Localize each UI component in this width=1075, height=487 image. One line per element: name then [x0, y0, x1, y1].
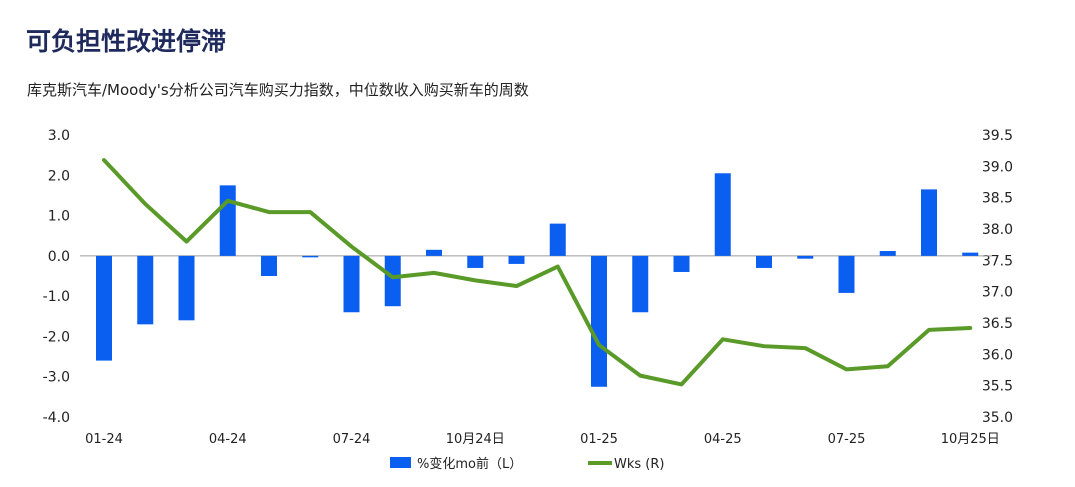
- line-series-wks: [102, 158, 973, 387]
- left-tick-label: -1.0: [43, 289, 70, 305]
- x-tick-label: 07-25: [828, 432, 866, 447]
- left-tick-label: 3.0: [48, 128, 70, 144]
- x-axis-ticks: 01-24 04-24 07-24 10月24日 01-25 04-25 07-25 10月2…: [85, 432, 1000, 447]
- left-tick-label: -4.0: [43, 410, 70, 426]
- right-tick-label: 36.0: [982, 347, 1013, 363]
- right-axis-ticks: 39.5 39.0 38.5 38.0 37.5 37.0 36.5 36.0 35.5 35.0: [982, 128, 1013, 426]
- bar: [632, 255, 649, 313]
- right-tick-label: 35.5: [982, 379, 1013, 395]
- bar: [426, 249, 442, 256]
- right-tick-label: 36.5: [982, 316, 1013, 332]
- bar-series: [96, 173, 979, 387]
- chart-subtitle: 库克斯汽车/Moody's分析公司汽车购买力指数，中位数收入购买新车的周数: [27, 81, 529, 99]
- right-tick-label: 35.0: [982, 410, 1013, 426]
- bar: [467, 255, 484, 268]
- bar: [384, 255, 401, 307]
- bar: [879, 251, 896, 256]
- x-tick-label: 10月25日: [941, 432, 1000, 447]
- left-axis-ticks: 3.0 2.0 1.0 0.0 -1.0 -2.0 -3.0 -4.0: [43, 128, 70, 426]
- bar: [714, 173, 731, 256]
- right-tick-label: 37.5: [982, 253, 1013, 269]
- bar: [797, 255, 814, 259]
- x-tick-label: 01-25: [580, 432, 618, 447]
- legend-bar-swatch: [390, 457, 411, 468]
- left-tick-label: -3.0: [43, 370, 70, 386]
- x-tick-label: 10月24日: [446, 432, 505, 447]
- left-tick-label: 1.0: [48, 209, 70, 225]
- bar: [137, 255, 154, 325]
- right-tick-label: 39.5: [982, 128, 1013, 144]
- bar: [962, 252, 979, 256]
- x-tick-label: 07-24: [333, 432, 371, 447]
- bar: [921, 189, 937, 256]
- left-tick-label: -2.0: [43, 329, 70, 345]
- left-tick-label: 0.0: [48, 249, 70, 265]
- right-tick-label: 37.0: [982, 285, 1013, 301]
- bar: [508, 255, 525, 264]
- x-tick-label: 04-25: [704, 432, 742, 447]
- left-tick-label: 2.0: [48, 168, 70, 184]
- right-tick-label: 38.5: [982, 191, 1013, 207]
- chart-title: 可负担性改进停滞: [26, 27, 227, 56]
- bar: [756, 255, 772, 268]
- bar: [302, 255, 319, 258]
- legend: %变化mo前（L） Wks (R): [390, 456, 664, 472]
- bar: [549, 223, 566, 256]
- x-tick-label: 04-24: [209, 432, 247, 447]
- bar: [591, 255, 607, 387]
- bar: [96, 255, 112, 361]
- bar: [178, 255, 195, 321]
- right-tick-label: 38.0: [982, 222, 1013, 238]
- x-tick-label: 01-24: [85, 432, 123, 447]
- legend-line-label: Wks (R): [614, 457, 664, 472]
- legend-bar-label: %变化mo前（L）: [417, 456, 522, 472]
- right-tick-label: 39.0: [982, 159, 1013, 175]
- bar: [673, 255, 690, 272]
- bar: [343, 255, 360, 313]
- bar: [219, 185, 236, 256]
- bar: [261, 255, 277, 276]
- bar: [838, 255, 855, 293]
